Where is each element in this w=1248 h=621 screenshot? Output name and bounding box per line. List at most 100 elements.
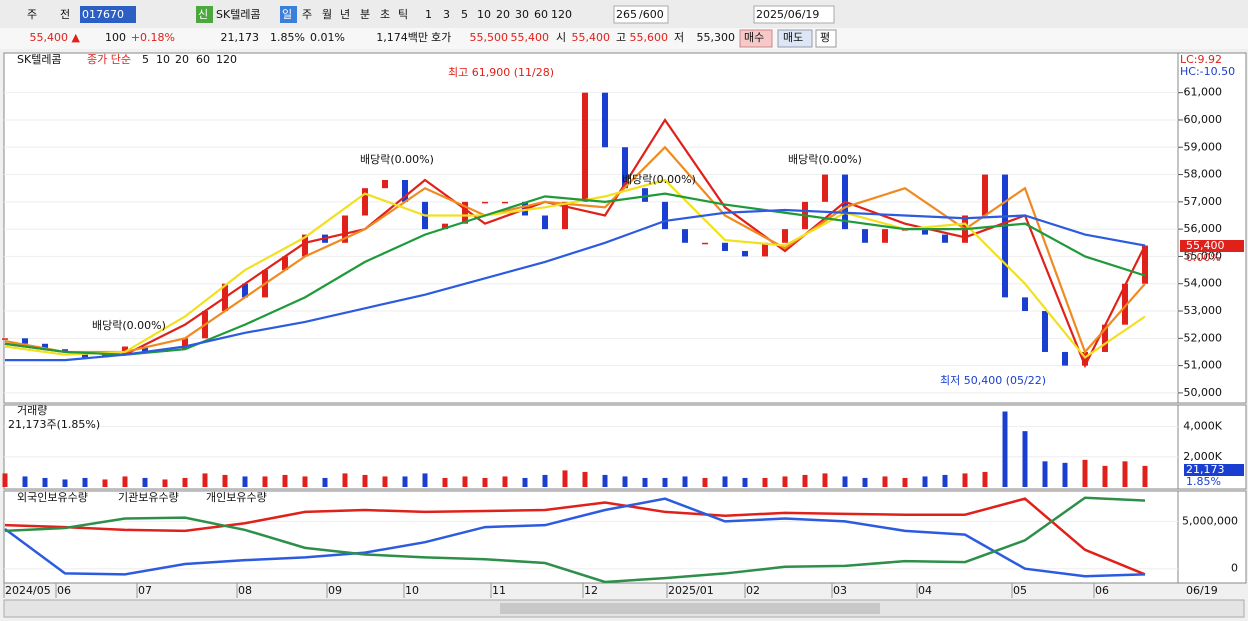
- legend-entry: 5: [142, 53, 149, 66]
- sell-button[interactable]: [777, 29, 813, 48]
- legend-entry: 10: [156, 53, 170, 66]
- buy-button[interactable]: [739, 29, 773, 48]
- volume-bar: [282, 474, 288, 487]
- max: /600: [639, 8, 664, 21]
- candle: [1022, 297, 1028, 312]
- x-tick-label: 02: [746, 584, 760, 597]
- volume-bar: [982, 471, 988, 487]
- y-tick-label: 5,000,000: [1182, 514, 1238, 527]
- volume-bar: [1142, 465, 1148, 487]
- turnover: 1.85%: [270, 31, 305, 44]
- y-tick-label: 0: [1231, 562, 1238, 575]
- candle: [742, 250, 748, 257]
- volume-bar: [622, 476, 628, 487]
- y-tick-label: 54,000: [1184, 277, 1223, 290]
- hc: HC:-10.50: [1180, 65, 1235, 78]
- annotation-high: 최고 61,900 (11/28): [448, 66, 554, 79]
- current-price: 55,400: [1186, 239, 1225, 252]
- legend-entry: 120: [216, 53, 237, 66]
- candle: [302, 234, 308, 257]
- code: 017670: [82, 8, 124, 21]
- avg-button[interactable]: [815, 29, 837, 48]
- count: 265: [616, 8, 637, 21]
- price: 55,400 ▲: [30, 31, 81, 44]
- count-box[interactable]: [613, 5, 669, 24]
- volume-bar: [122, 476, 128, 487]
- volume-bar: [722, 476, 728, 487]
- volume-bar: [462, 476, 468, 487]
- amount: 1,174백만: [376, 31, 428, 44]
- legend-entry: 20: [175, 53, 189, 66]
- candle: [922, 229, 928, 235]
- interval: 분: [360, 8, 370, 21]
- high: 55,600: [630, 31, 669, 44]
- volume-bar: [562, 470, 568, 487]
- holding-line: [4, 497, 1146, 576]
- candle: [2, 338, 8, 340]
- open_label: 시: [556, 31, 566, 44]
- ratio: 0.01%: [310, 31, 345, 44]
- low: 55,300: [697, 31, 736, 44]
- volume-bar: [502, 476, 508, 487]
- stock-name: SK텔레콤: [216, 8, 261, 21]
- volume-bar: [62, 479, 68, 487]
- content: 주 전 017670 신 SK텔레콤 일 주 월 년 분 초 틱 1 3 5 10 20 30 60 120 265/6…: [2, 7, 1244, 598]
- legend-stock: SK텔레콤: [17, 53, 62, 66]
- date-box[interactable]: [753, 5, 835, 24]
- candle: [1002, 174, 1008, 298]
- volume-bar: [382, 476, 388, 487]
- volume-bar: [302, 476, 308, 487]
- volume-bar: [582, 471, 588, 487]
- volume-bar: [222, 474, 228, 487]
- x-tick-label: 11: [492, 584, 506, 597]
- volume-bar: [342, 473, 348, 487]
- candle: [642, 188, 648, 202]
- rate: +0.18%: [131, 31, 175, 44]
- volume-bar: [142, 477, 148, 487]
- high_label: 고: [616, 31, 626, 44]
- unit: 20: [496, 8, 510, 21]
- interval-selected[interactable]: [280, 6, 297, 23]
- candle: [382, 180, 388, 189]
- x-tick-label: 06: [1095, 584, 1109, 597]
- volume-bar: [882, 476, 888, 487]
- volume-bar: [1042, 461, 1048, 487]
- y-tick-label: 4,000K: [1183, 420, 1222, 433]
- scroll-thumb[interactable]: [500, 603, 880, 614]
- current-volume: 21,173: [1186, 463, 1225, 476]
- unit: 10: [477, 8, 491, 21]
- candle: [282, 256, 288, 271]
- x-tick-label: 07: [138, 584, 152, 597]
- y-tick-label: 53,000: [1184, 304, 1223, 317]
- badge: [196, 6, 213, 23]
- volume-bar: [102, 479, 108, 487]
- annotation-dividend: 배당락(0.00%): [788, 153, 862, 166]
- candle: [582, 92, 588, 202]
- candle: [502, 201, 508, 204]
- candle: [1062, 351, 1068, 366]
- volume-bar: [82, 477, 88, 487]
- x-tick-label: 05: [1013, 584, 1027, 597]
- candle: [602, 92, 608, 148]
- candle: [1122, 283, 1128, 325]
- x-tick-label: 2024/05: [5, 584, 51, 597]
- legend-entry: 외국인보유수량: [17, 491, 88, 504]
- code-input[interactable]: [80, 6, 136, 23]
- volume-bar: [802, 474, 808, 487]
- y-tick-label: 58,000: [1184, 168, 1223, 181]
- interval: 일: [282, 7, 292, 21]
- interval: 틱: [398, 8, 408, 21]
- candle: [1042, 311, 1048, 352]
- volume-bar: [902, 477, 908, 487]
- annotation-dividend: 배당락(0.00%): [622, 173, 696, 186]
- current-price-box: [1180, 240, 1244, 252]
- volume-bar: [1022, 431, 1028, 487]
- candle: [942, 234, 948, 243]
- candle: [982, 174, 988, 216]
- annotation-low: 최저 50,400 (05/22): [940, 374, 1046, 387]
- x-last-label: 06/19: [1186, 584, 1218, 597]
- candle: [1142, 245, 1148, 284]
- interval: 초: [380, 8, 390, 21]
- candle: [442, 223, 448, 230]
- candle: [702, 242, 708, 245]
